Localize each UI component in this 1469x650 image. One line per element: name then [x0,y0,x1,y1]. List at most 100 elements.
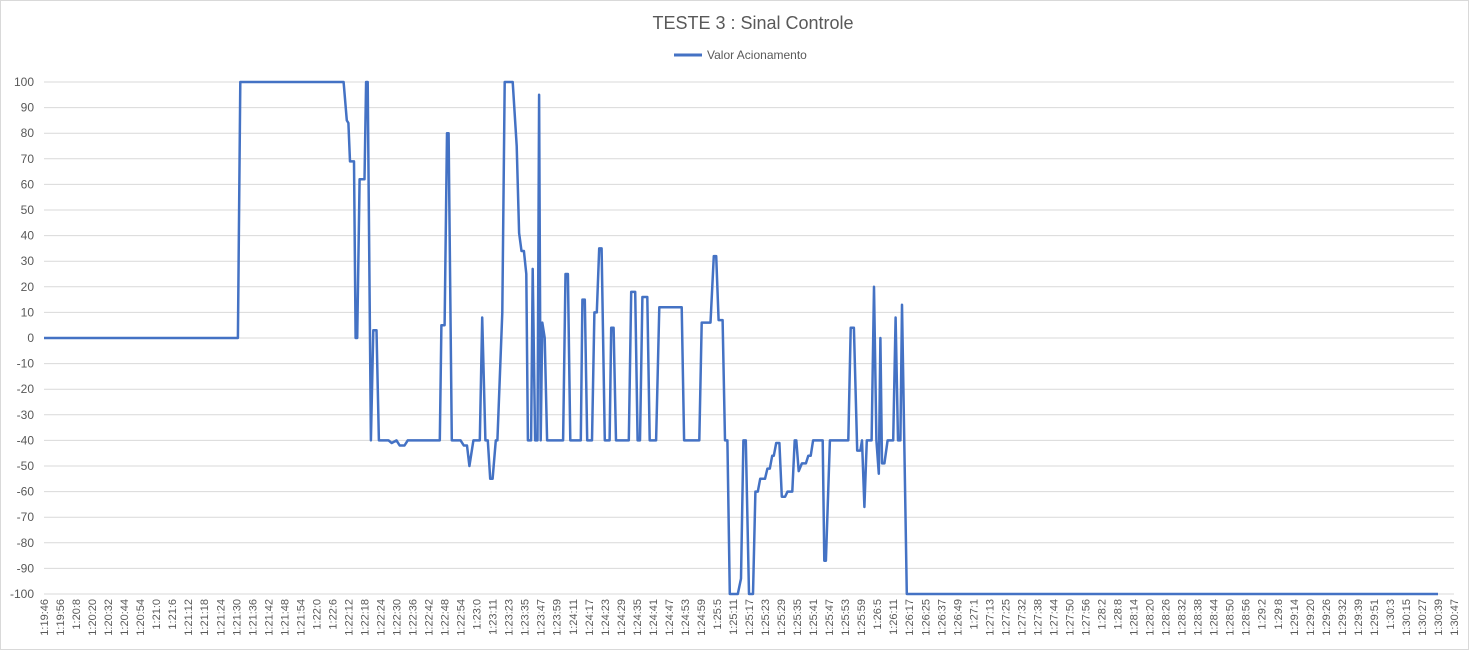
x-tick-label: 1:28:26 [1161,599,1173,636]
x-tick-label: 1:28:56 [1241,599,1253,636]
y-tick-label: 70 [21,152,35,166]
x-tick-label: 1:23:0 [472,599,484,630]
x-tick-label: 1:25:53 [840,599,852,636]
x-tick-label: 1:24:23 [600,599,612,636]
x-tick-label: 1:25:11 [728,599,740,635]
x-tick-label: 1:28:38 [1193,599,1205,636]
y-tick-label: -30 [17,408,35,422]
x-tick-label: 1:22:30 [392,599,404,636]
x-tick-label: 1:25:59 [856,599,868,636]
y-tick-label: 50 [21,203,35,217]
x-tick-label: 1:19:46 [39,599,51,636]
x-tick-label: 1:24:11 [568,599,580,635]
x-tick-label: 1:20:8 [71,599,83,630]
x-tick-label: 1:19:56 [55,599,67,636]
x-tick-label: 1:24:35 [632,599,644,636]
y-tick-label: 80 [21,126,35,140]
x-tick-label: 1:26:37 [936,599,948,636]
x-tick-label: 1:26:5 [872,599,884,630]
x-tick-label: 1:24:41 [648,599,660,636]
y-tick-label: -10 [17,357,35,371]
y-axis-ticks: 1009080706050403020100-10-20-30-40-50-60… [10,75,34,601]
x-tick-label: 1:26:49 [952,599,964,636]
x-tick-label: 1:27:1 [968,599,980,630]
x-tick-label: 1:21:18 [199,599,211,636]
x-tick-label: 1:26:25 [920,599,932,636]
x-tick-label: 1:27:25 [1000,599,1012,636]
x-tick-label: 1:26:11 [888,599,900,635]
y-tick-label: 40 [21,229,35,243]
x-tick-label: 1:30:3 [1385,599,1397,630]
x-tick-label: 1:20:20 [87,599,99,636]
x-tick-label: 1:29:2 [1257,599,1269,630]
x-tick-label: 1:23:47 [536,599,548,636]
x-tick-label: 1:28:50 [1225,599,1237,636]
x-tick-label: 1:28:20 [1145,599,1157,636]
y-tick-label: 10 [21,305,35,319]
y-tick-label: -70 [17,510,35,524]
y-tick-label: 90 [21,101,35,115]
x-tick-label: 1:27:56 [1080,599,1092,636]
series-line-0 [44,80,1438,596]
y-tick-label: 30 [21,254,35,268]
x-tick-label: 1:29:14 [1289,599,1301,636]
y-tick-label: -90 [17,561,35,575]
y-tick-label: 100 [14,75,34,89]
x-tick-label: 1:23:35 [520,599,532,636]
x-tick-label: 1:21:42 [263,599,275,636]
x-tick-label: 1:22:42 [424,599,436,636]
x-tick-label: 1:21:0 [151,599,163,630]
x-tick-label: 1:22:54 [456,599,468,636]
chart-title: TESTE 3 : Sinal Controle [652,13,853,33]
x-tick-label: 1:27:50 [1064,599,1076,636]
x-tick-label: 1:29:20 [1305,599,1317,636]
x-axis-ticks: 1:19:46 1:19:56 1:20:8 1:20:20 1:20:32 1:20:4… [39,599,1461,636]
y-tick-label: 20 [21,280,35,294]
y-tick-label: -100 [10,587,34,601]
y-tick-label: 0 [27,331,34,345]
x-tick-label: 1:23:23 [504,599,516,636]
x-tick-label: 1:22:12 [343,599,355,636]
x-tick-label: 1:27:13 [984,599,996,636]
x-tick-label: 1:22:0 [311,599,323,630]
x-tick-label: 1:21:24 [215,599,227,636]
x-tick-label: 1:28:14 [1129,599,1141,636]
x-tick-label: 1:23:11 [488,599,500,635]
legend-label: Valor Acionamento [707,48,807,62]
x-tick-label: 1:24:59 [696,599,708,636]
x-tick-label: 1:25:29 [776,599,788,636]
x-tick-label: 1:23:59 [552,599,564,636]
x-tick-label: 1:25:41 [808,599,820,636]
x-tick-label: 1:30:47 [1449,599,1461,636]
x-tick-label: 1:25:35 [792,599,804,636]
x-tick-label: 1:29:51 [1369,599,1381,636]
y-tick-label: -80 [17,536,35,550]
x-tick-label: 1:27:32 [1016,599,1028,636]
x-tick-label: 1:24:17 [584,599,596,636]
x-tick-label: 1:21:6 [167,599,179,630]
x-tick-label: 1:30:39 [1433,599,1445,636]
x-tick-label: 1:25:17 [744,599,756,636]
y-tick-label: -40 [17,433,35,447]
x-tick-label: 1:28:8 [1113,599,1125,630]
x-tick-label: 1:21:54 [295,599,307,636]
x-tick-label: 1:25:5 [712,599,724,630]
x-tick-label: 1:29:8 [1273,599,1285,630]
x-tick-label: 1:29:39 [1353,599,1365,636]
x-tick-label: 1:22:24 [375,599,387,636]
x-tick-label: 1:28:2 [1097,599,1109,630]
y-tick-label: 60 [21,177,35,191]
x-tick-label: 1:22:18 [359,599,371,636]
x-tick-label: 1:25:23 [760,599,772,636]
x-tick-label: 1:27:44 [1048,599,1060,636]
y-tick-label: -60 [17,485,35,499]
legend: Valor Acionamento [674,48,807,62]
x-tick-label: 1:21:12 [183,599,195,636]
x-tick-label: 1:22:48 [440,599,452,636]
x-tick-label: 1:20:44 [119,599,131,636]
x-tick-label: 1:22:36 [408,599,420,636]
x-tick-label: 1:21:48 [279,599,291,636]
series-layer [44,80,1438,596]
